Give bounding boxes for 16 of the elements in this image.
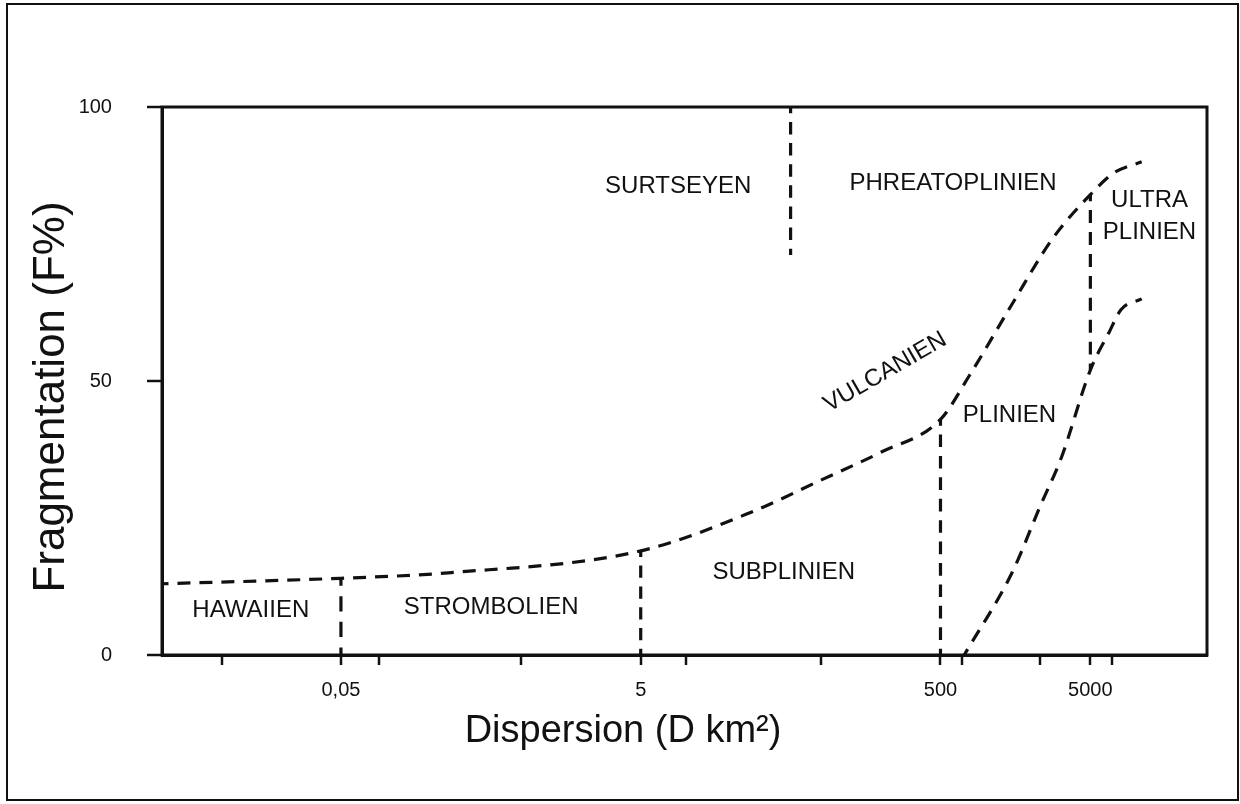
- annotation: ULTRA PLINIEN: [1102, 184, 1197, 244]
- x-tick-label: 5000: [1068, 677, 1113, 700]
- y-tick-label: 100: [78, 94, 112, 117]
- annotation: SURTSEYEN: [605, 170, 752, 198]
- y-tick-label: 0: [100, 642, 112, 665]
- x-tick-label: 500: [923, 677, 958, 700]
- annotation: PLINIEN: [962, 399, 1057, 427]
- y-axis-title: Fragmentation (F%): [24, 201, 74, 593]
- annotation: HAWAIIEN: [192, 594, 310, 622]
- y-tick-label: 50: [89, 368, 112, 391]
- x-tick-label: 5: [635, 677, 647, 700]
- annotation: STROMBOLIEN: [403, 592, 579, 620]
- x-tick-label: 0,05: [321, 677, 361, 700]
- annotation: PHREATOPLINIEN: [849, 167, 1057, 195]
- x-axis-title: Dispersion (D km²): [464, 708, 782, 751]
- annotation: SUBPLINIEN: [712, 556, 856, 584]
